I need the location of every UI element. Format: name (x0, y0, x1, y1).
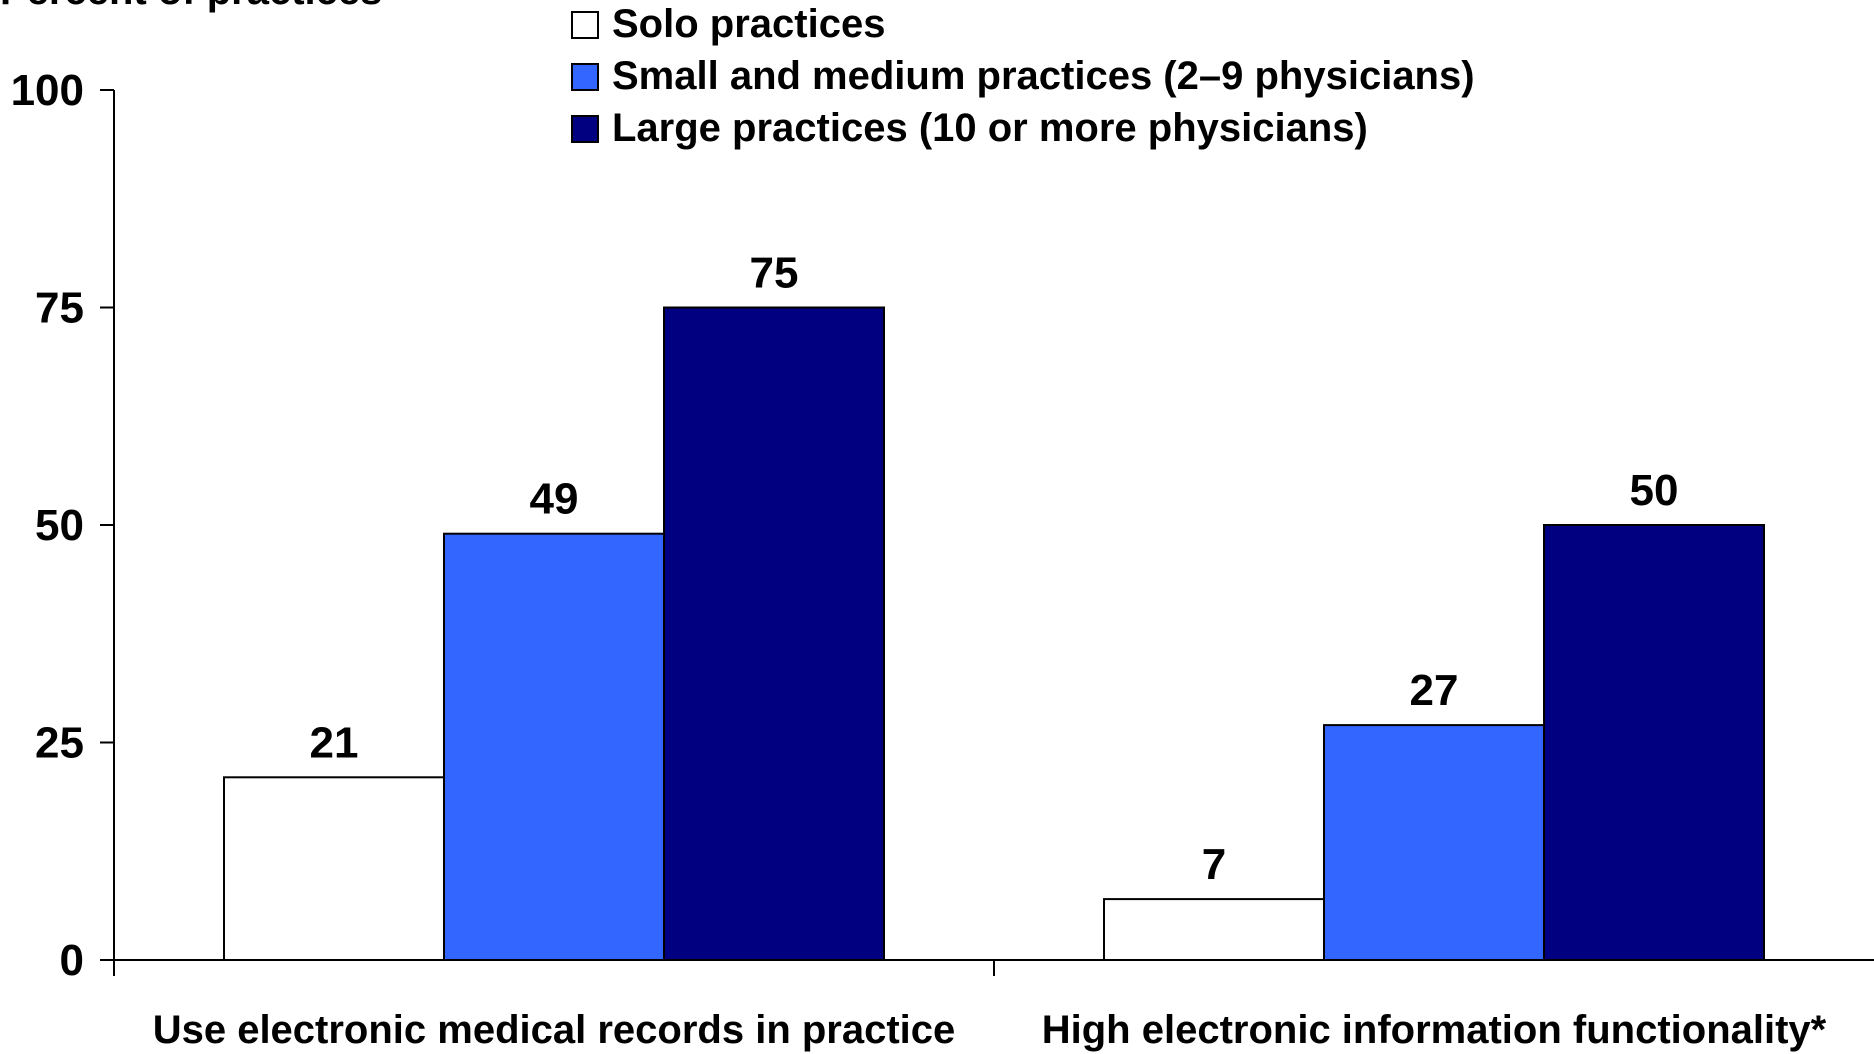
data-label: 50 (1630, 466, 1679, 515)
bar-2-2 (1323, 724, 1545, 961)
y-tick-label: 100 (11, 66, 84, 115)
data-label: 75 (750, 249, 799, 298)
data-label: 49 (530, 475, 579, 524)
bar-3-2 (1543, 524, 1765, 961)
x-ticks (113, 960, 995, 976)
legend-swatch (571, 63, 599, 91)
bar-1-2 (1103, 898, 1325, 961)
data-label: 21 (310, 718, 359, 767)
legend: Solo practices Small and medium practices… (571, 2, 1475, 150)
y-tick-label: 75 (35, 284, 84, 333)
legend-label: Small and medium practices (2–9 physicia… (612, 54, 1475, 98)
legend-label: Solo practices (612, 2, 885, 46)
bar-3-1 (663, 306, 885, 961)
bar-1-1 (223, 776, 445, 961)
legend-swatch (571, 11, 599, 39)
y-ticks: 0 25 50 75 100 (11, 66, 114, 985)
legend-swatch (571, 115, 599, 143)
y-tick-label: 50 (35, 501, 84, 550)
y-axis-title: Percent of practices (0, 0, 382, 13)
data-labels: 21 49 75 7 27 50 (310, 249, 1679, 890)
category-label: High electronic information functionalit… (1042, 1008, 1827, 1052)
y-tick-label: 25 (35, 719, 84, 768)
data-label: 7 (1202, 840, 1226, 889)
bars (223, 306, 1765, 961)
y-tick-label: 0 (60, 936, 84, 985)
legend-label: Large practices (10 or more physicians) (612, 106, 1368, 150)
category-label: Use electronic medical records in practi… (153, 1008, 956, 1052)
data-label: 27 (1410, 666, 1459, 715)
bar-2-1 (443, 532, 665, 961)
category-labels: Use electronic medical records in practi… (153, 1008, 1827, 1052)
